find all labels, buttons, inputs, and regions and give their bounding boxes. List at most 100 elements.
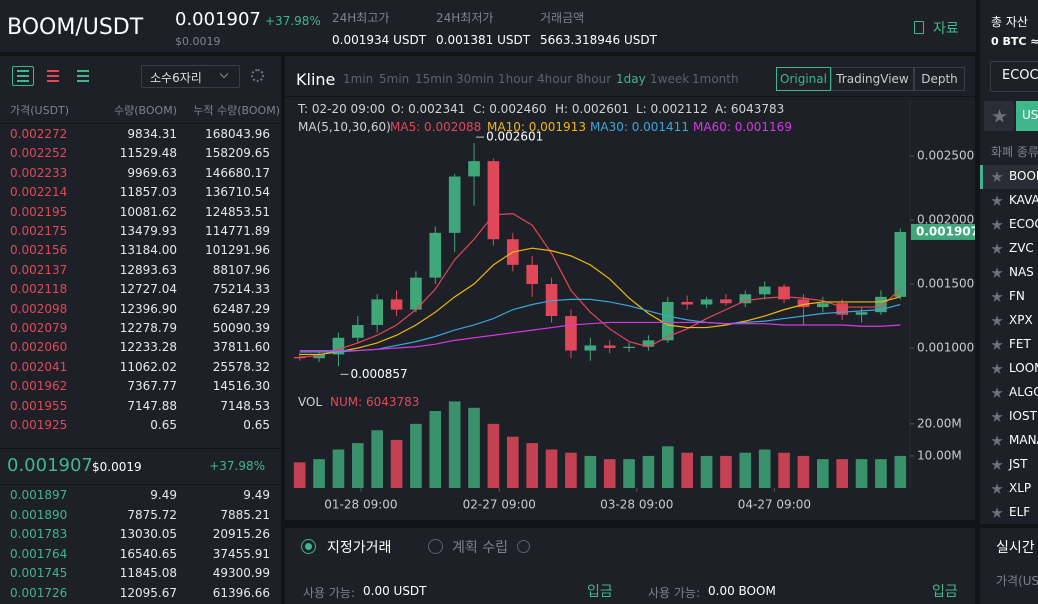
x-tick-label: 03-28 09:00 bbox=[600, 498, 673, 512]
settings-icon[interactable] bbox=[251, 69, 264, 82]
coin-name[interactable]: ECOC bbox=[1009, 217, 1038, 231]
book-amount: 13479.93 bbox=[119, 224, 177, 238]
layout-button[interactable] bbox=[12, 66, 34, 86]
tab-plan[interactable]: 계획 수립 bbox=[452, 540, 508, 556]
book-total: 124853.51 bbox=[205, 204, 270, 219]
volume-bar bbox=[526, 443, 538, 488]
book-amount: 12893.63 bbox=[119, 262, 177, 277]
coin-name[interactable]: BOOM bbox=[1009, 169, 1038, 183]
candle-body bbox=[758, 286, 771, 295]
volume-bar bbox=[332, 449, 345, 488]
icon-line bbox=[17, 75, 29, 77]
coin-name[interactable]: FN bbox=[1009, 289, 1025, 303]
deposit-link[interactable]: 입금 bbox=[587, 584, 613, 600]
coin-star[interactable] bbox=[991, 171, 1003, 182]
ma-line bbox=[299, 213, 901, 358]
volume-bar bbox=[313, 459, 325, 488]
layout-button[interactable] bbox=[72, 66, 94, 86]
radio-dot bbox=[305, 543, 312, 550]
trades-column: 가격(US bbox=[996, 574, 1038, 588]
col-amount: 수량(BOOM) bbox=[114, 104, 177, 117]
coin-name[interactable]: ZVC bbox=[1009, 241, 1034, 255]
coin-name[interactable]: NAS bbox=[1009, 265, 1034, 279]
volume-bar bbox=[836, 459, 848, 488]
interval-tab[interactable]: 5min bbox=[379, 72, 410, 86]
search-box[interactable] bbox=[990, 61, 1038, 92]
coin-star[interactable] bbox=[991, 411, 1003, 422]
x-tick-label: 02-27 09:00 bbox=[463, 498, 536, 512]
volume-bar bbox=[468, 407, 480, 488]
header-bar bbox=[0, 0, 976, 52]
interval-tab[interactable]: 30min bbox=[456, 72, 494, 86]
low-label: 0.000857 bbox=[350, 367, 407, 381]
coin-name[interactable]: ELF bbox=[1009, 505, 1031, 519]
view-button[interactable]: TradingView bbox=[831, 67, 914, 91]
book-amount: 9.49 bbox=[150, 488, 177, 502]
coin-name[interactable]: FET bbox=[1009, 337, 1031, 351]
coin-name[interactable]: LOOM bbox=[1009, 361, 1038, 375]
coin-name[interactable]: IOST bbox=[1009, 409, 1037, 423]
interval-tab[interactable]: 1min bbox=[343, 72, 374, 86]
interval-tab[interactable]: 1month bbox=[692, 72, 739, 86]
available-value: 0.00 BOOM bbox=[708, 584, 776, 598]
coin-star[interactable] bbox=[991, 243, 1003, 254]
coin-star[interactable] bbox=[991, 339, 1003, 350]
view-button[interactable]: Original bbox=[776, 67, 831, 91]
icon-line bbox=[17, 80, 29, 82]
book-price: 0.001925 bbox=[10, 418, 68, 432]
book-total: 20915.26 bbox=[212, 527, 270, 541]
precision-select[interactable] bbox=[141, 65, 240, 88]
coin-star[interactable] bbox=[991, 195, 1003, 206]
volume-bar bbox=[681, 452, 693, 488]
coin-star[interactable] bbox=[991, 219, 1003, 230]
volume-bar bbox=[642, 455, 655, 488]
coin-star[interactable] bbox=[991, 483, 1003, 494]
candle-body bbox=[875, 296, 887, 313]
coin-star[interactable] bbox=[991, 507, 1003, 518]
book-price: 0.002156 bbox=[10, 243, 68, 258]
coin-name[interactable]: XPX bbox=[1009, 313, 1033, 327]
data-link[interactable]: 자료 bbox=[933, 21, 959, 37]
coin-star[interactable] bbox=[991, 315, 1003, 326]
stat-label: 24H최저가 bbox=[436, 11, 494, 25]
interval-tab[interactable]: 1hour bbox=[498, 72, 534, 86]
view-button[interactable]: Depth bbox=[914, 67, 965, 91]
interval-tab[interactable]: 8hour bbox=[576, 72, 612, 86]
coin-star[interactable] bbox=[991, 291, 1003, 302]
coin-star[interactable] bbox=[991, 459, 1003, 470]
volume-bar bbox=[584, 455, 597, 488]
candle-body bbox=[293, 356, 306, 359]
coin-star[interactable] bbox=[991, 267, 1003, 278]
radio-empty[interactable] bbox=[428, 539, 443, 554]
trades-panel bbox=[980, 528, 1038, 604]
deposit-link[interactable]: 입금 bbox=[932, 584, 958, 600]
coin-name[interactable]: ALGO bbox=[1009, 385, 1038, 399]
interval-tab[interactable]: 1week bbox=[650, 72, 690, 86]
btc-balance: 0 BTC ≈ bbox=[991, 35, 1038, 48]
coin-name[interactable]: XLP bbox=[1009, 481, 1032, 495]
book-price: 0.002098 bbox=[10, 301, 68, 316]
interval-tab[interactable]: 15min bbox=[415, 72, 453, 86]
ohlc-info: C: 0.002460 bbox=[473, 102, 547, 116]
coin-name[interactable]: KAVA bbox=[1009, 193, 1038, 207]
radio-checked[interactable] bbox=[301, 539, 316, 554]
interval-tab[interactable]: 4hour bbox=[537, 72, 573, 86]
coin-name[interactable]: MANA bbox=[1009, 433, 1038, 447]
tab-limit[interactable]: 지정가거래 bbox=[327, 540, 392, 556]
market-tab[interactable]: US bbox=[1016, 101, 1038, 131]
book-price: 0.002118 bbox=[10, 282, 68, 297]
coin-star[interactable] bbox=[991, 387, 1003, 398]
col-price: 가격(USDT) bbox=[10, 104, 70, 117]
layout-button[interactable] bbox=[42, 66, 64, 86]
coin-name[interactable]: JST bbox=[1009, 457, 1028, 471]
interval-tab[interactable]: 1day bbox=[616, 72, 646, 86]
coin-star[interactable] bbox=[991, 435, 1003, 446]
y-tick-label: 0.001000 bbox=[917, 341, 974, 355]
coin-star[interactable] bbox=[991, 363, 1003, 374]
book-total: 136710.54 bbox=[205, 185, 270, 200]
book-amount: 12278.79 bbox=[119, 321, 177, 335]
volume-bar bbox=[603, 459, 616, 488]
chart-title: Kline bbox=[296, 70, 336, 89]
icon-line bbox=[17, 70, 29, 72]
book-price: 0.002195 bbox=[10, 204, 68, 219]
